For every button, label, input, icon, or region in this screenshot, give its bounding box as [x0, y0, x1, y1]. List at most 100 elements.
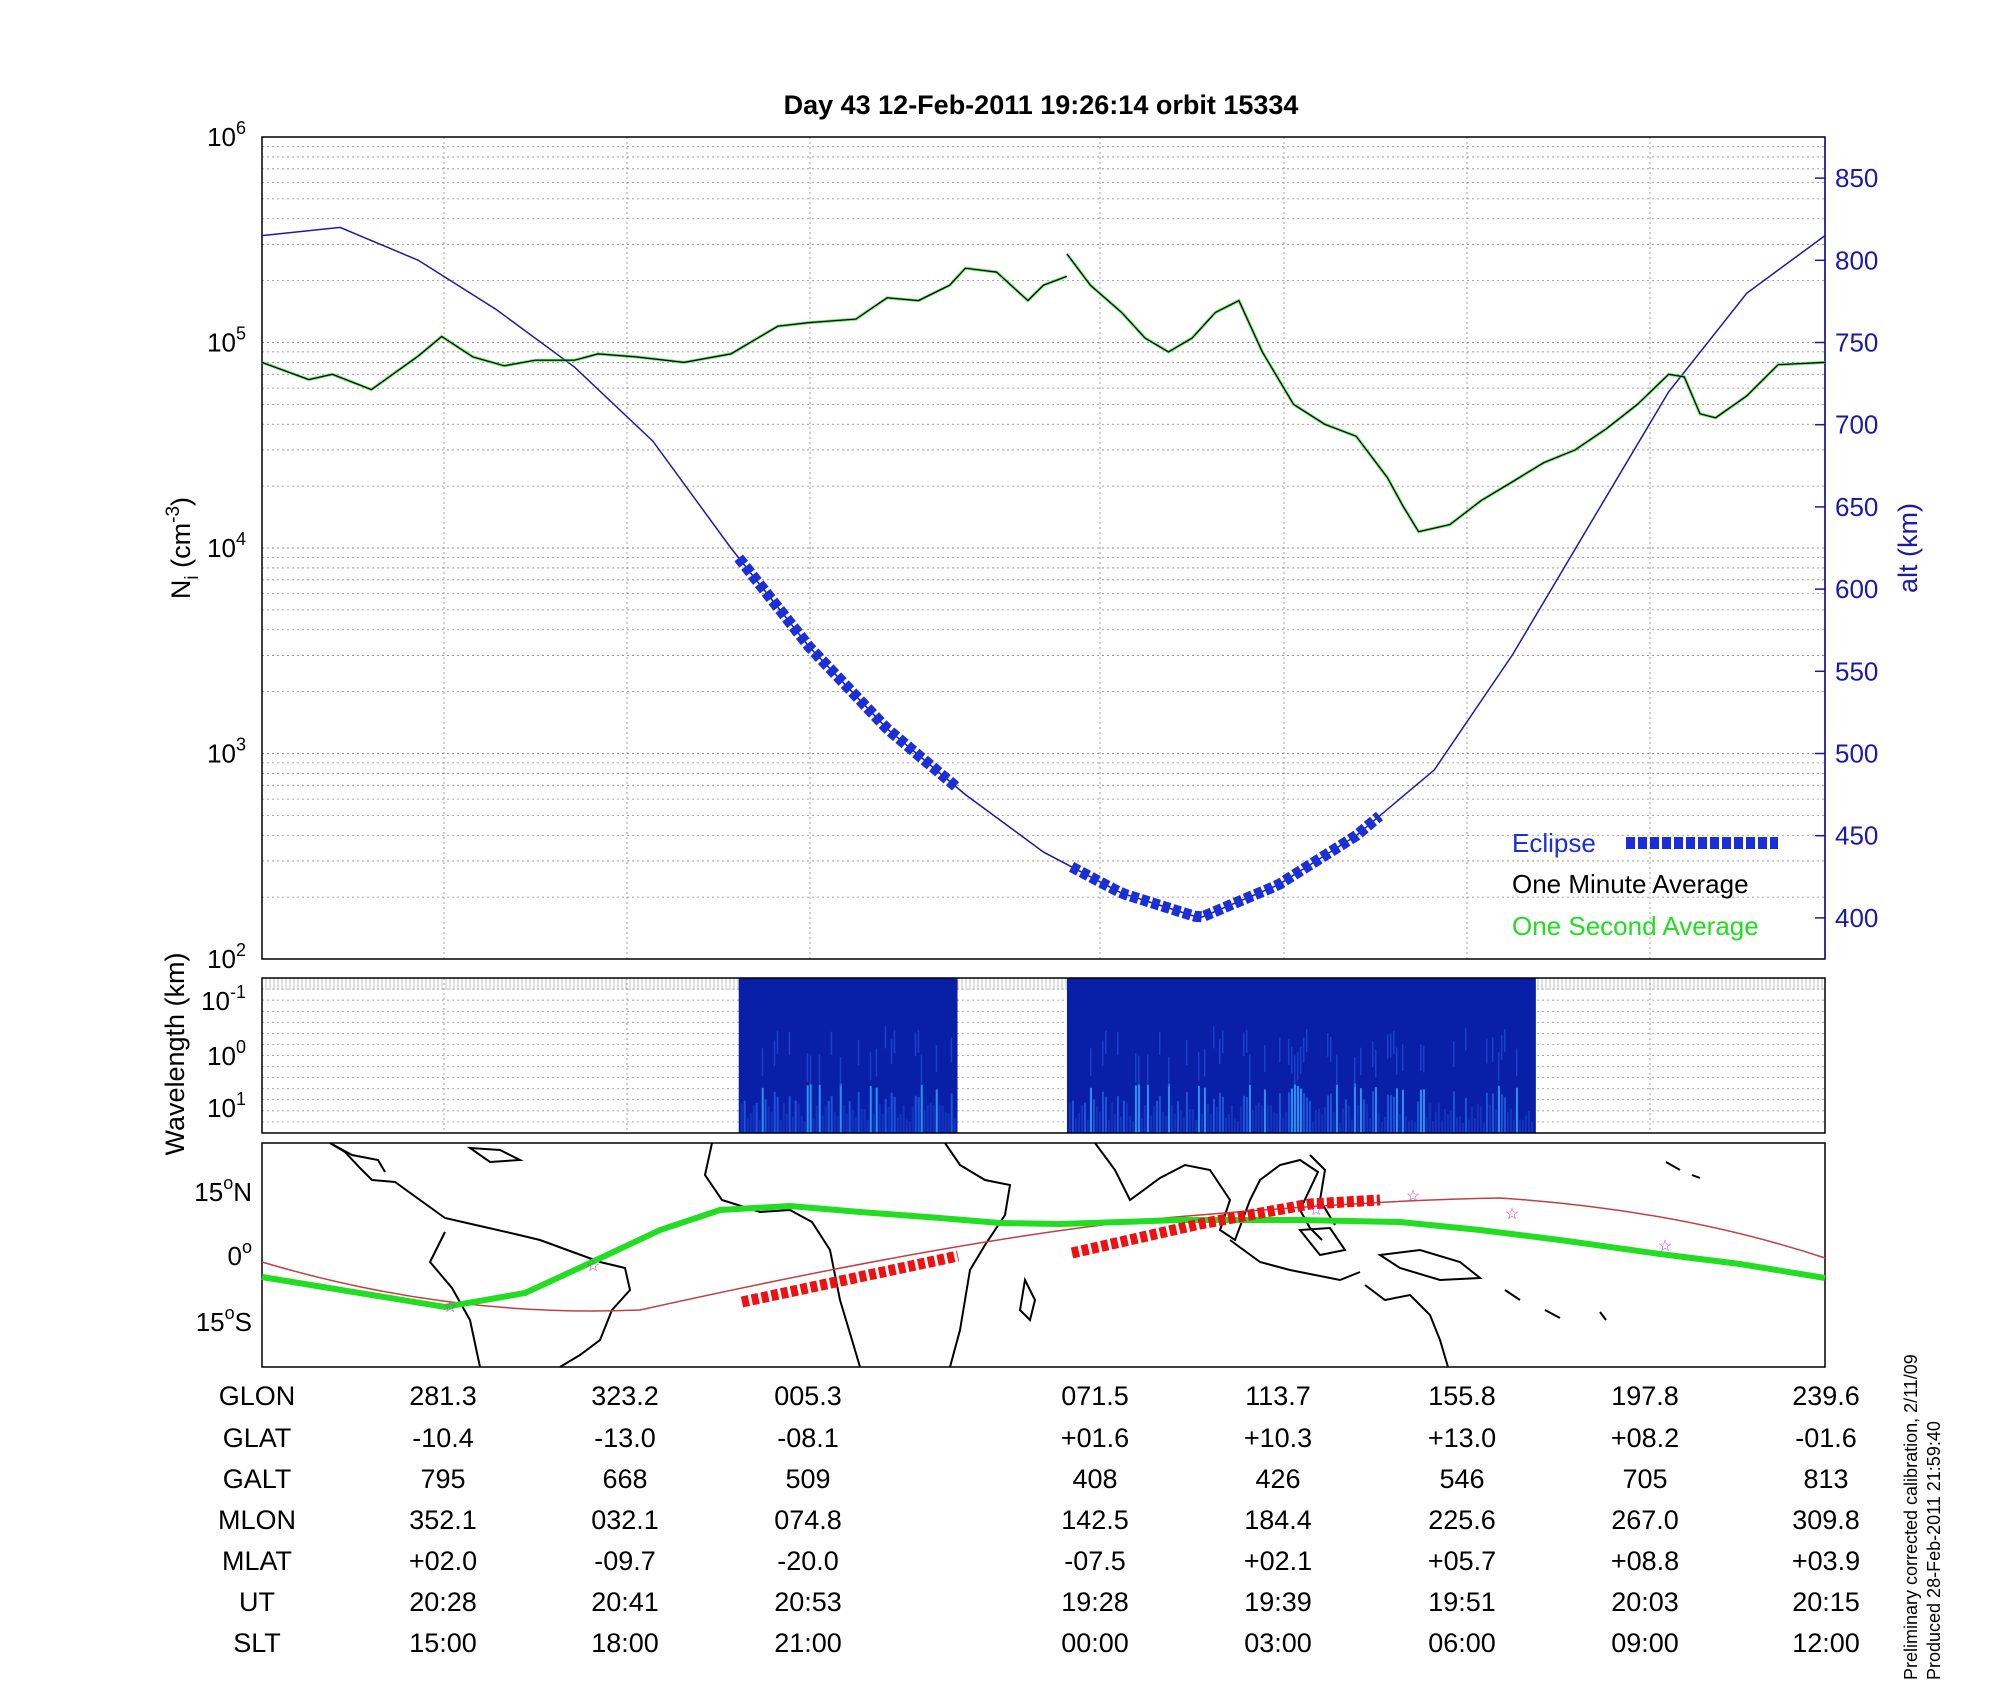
spec-streak	[827, 1100, 830, 1133]
spec-streak	[899, 1114, 902, 1133]
spec-streak	[878, 1104, 881, 1133]
spec-streak	[1392, 1096, 1395, 1133]
spec-streak	[785, 1113, 788, 1133]
density-panel: 106 105 104 103 102 850 800 750 700 650 600 550 500…	[163, 118, 1923, 974]
spec-streak	[1086, 1119, 1089, 1133]
spec-streak	[1395, 1088, 1398, 1133]
spec-streak	[1368, 1117, 1371, 1133]
table-cell: -13.0	[594, 1423, 656, 1453]
spec-streak	[1206, 1104, 1209, 1133]
spec-streak	[893, 1096, 896, 1133]
altitude-tick-label: 700	[1835, 410, 1878, 440]
table-cell: 03:00	[1244, 1628, 1312, 1658]
table-row-label: SLT	[233, 1628, 281, 1658]
spec-streak	[1287, 1092, 1290, 1133]
chart-title: Day 43 12-Feb-2011 19:26:14 orbit 15334	[784, 90, 1299, 120]
new-guinea	[1377, 1248, 1483, 1282]
table-cell: 142.5	[1061, 1505, 1129, 1535]
spec-streak	[1104, 1096, 1107, 1133]
spec-streak	[851, 1109, 854, 1133]
spec-streak	[824, 1106, 827, 1133]
legend-one-minute-label: One Minute Average	[1512, 869, 1749, 899]
spec-streak	[1101, 1091, 1104, 1133]
table-cell: 267.0	[1611, 1505, 1679, 1535]
table-cell: 032.1	[591, 1505, 659, 1535]
spec-streak	[749, 1113, 752, 1133]
spec-streak	[1254, 1105, 1257, 1133]
spec-streak	[806, 1053, 809, 1082]
spec-streak	[1338, 1122, 1341, 1133]
spec-streak	[1083, 1102, 1086, 1133]
table-cell: 426	[1255, 1464, 1301, 1494]
table-cell: -20.0	[777, 1546, 839, 1576]
spec-streak	[1266, 1104, 1269, 1133]
spec-streak	[875, 1048, 878, 1077]
spec-streak	[1110, 1103, 1113, 1133]
spec-streak	[1512, 1119, 1515, 1133]
spec-streak	[1275, 1113, 1278, 1133]
spec-streak	[842, 1105, 845, 1133]
spec-streak	[1068, 1103, 1071, 1133]
spec-streak	[947, 1113, 950, 1133]
spec-streak	[848, 1101, 851, 1133]
one-minute-line	[261, 267, 1068, 391]
spec-streak	[938, 1104, 941, 1133]
table-cell: +13.0	[1427, 1423, 1497, 1453]
spec-streak	[953, 1117, 956, 1133]
altitude-y-label: alt (km)	[1893, 503, 1923, 593]
table-cell: +03.9	[1791, 1546, 1861, 1576]
spec-streak	[1317, 1108, 1320, 1133]
table-cell: 309.8	[1792, 1505, 1860, 1535]
spec-streak	[788, 1096, 791, 1133]
altitude-tick-label: 850	[1835, 163, 1878, 193]
table-cell: 074.8	[774, 1505, 842, 1535]
spec-streak	[752, 1105, 755, 1133]
spec-streak	[1362, 1099, 1365, 1133]
spec-streak	[1320, 1114, 1323, 1133]
table-cell: +02.1	[1243, 1546, 1313, 1576]
spec-streak	[1248, 1084, 1251, 1133]
spec-streak	[1296, 1052, 1299, 1081]
spec-streak	[1185, 1092, 1188, 1133]
table-cell: -10.4	[412, 1423, 474, 1453]
density-tick-label: 104	[207, 529, 246, 563]
africa-west-coast	[703, 1142, 861, 1368]
spec-streak	[893, 1030, 896, 1054]
table-row-label: UT	[239, 1587, 275, 1617]
spec-streak	[1332, 1112, 1335, 1133]
spec-streak	[1182, 1116, 1185, 1133]
spec-streak	[833, 1111, 836, 1133]
table-cell: 352.1	[409, 1505, 477, 1535]
spec-streak	[830, 1031, 833, 1056]
spec-streak	[830, 1096, 833, 1133]
density-tick-label: 106	[207, 118, 246, 152]
spec-streak	[1497, 1085, 1500, 1133]
spec-streak	[1122, 1100, 1125, 1133]
spec-streak	[1353, 1057, 1356, 1088]
spec-streak	[1158, 1096, 1161, 1133]
spec-streak	[1293, 1084, 1296, 1133]
table-cell: +08.2	[1610, 1423, 1680, 1453]
spec-streak	[1428, 1103, 1431, 1133]
eclipse-segment	[734, 554, 962, 793]
spec-streak	[941, 1105, 944, 1133]
star-marker: ☆	[1309, 1202, 1323, 1219]
altitude-series	[261, 226, 1826, 919]
spec-streak	[755, 1102, 758, 1133]
spec-streak	[1335, 1054, 1338, 1084]
africa-east-coast	[944, 1142, 1012, 1368]
spec-streak	[1170, 1105, 1173, 1133]
spec-streak	[1281, 1117, 1284, 1133]
table-cell: 20:41	[591, 1587, 659, 1617]
spec-streak	[917, 1029, 920, 1053]
spec-streak	[914, 1032, 917, 1057]
spec-streak	[1071, 1100, 1074, 1133]
spec-streak	[1500, 1094, 1503, 1133]
spec-streak	[800, 1115, 803, 1133]
table-cell: 20:28	[409, 1587, 477, 1617]
spec-streak	[1269, 1105, 1272, 1133]
spec-streak	[1425, 1117, 1428, 1133]
spec-streak	[1119, 1116, 1122, 1133]
table-cell: 09:00	[1611, 1628, 1679, 1658]
spec-streak	[818, 1084, 821, 1133]
